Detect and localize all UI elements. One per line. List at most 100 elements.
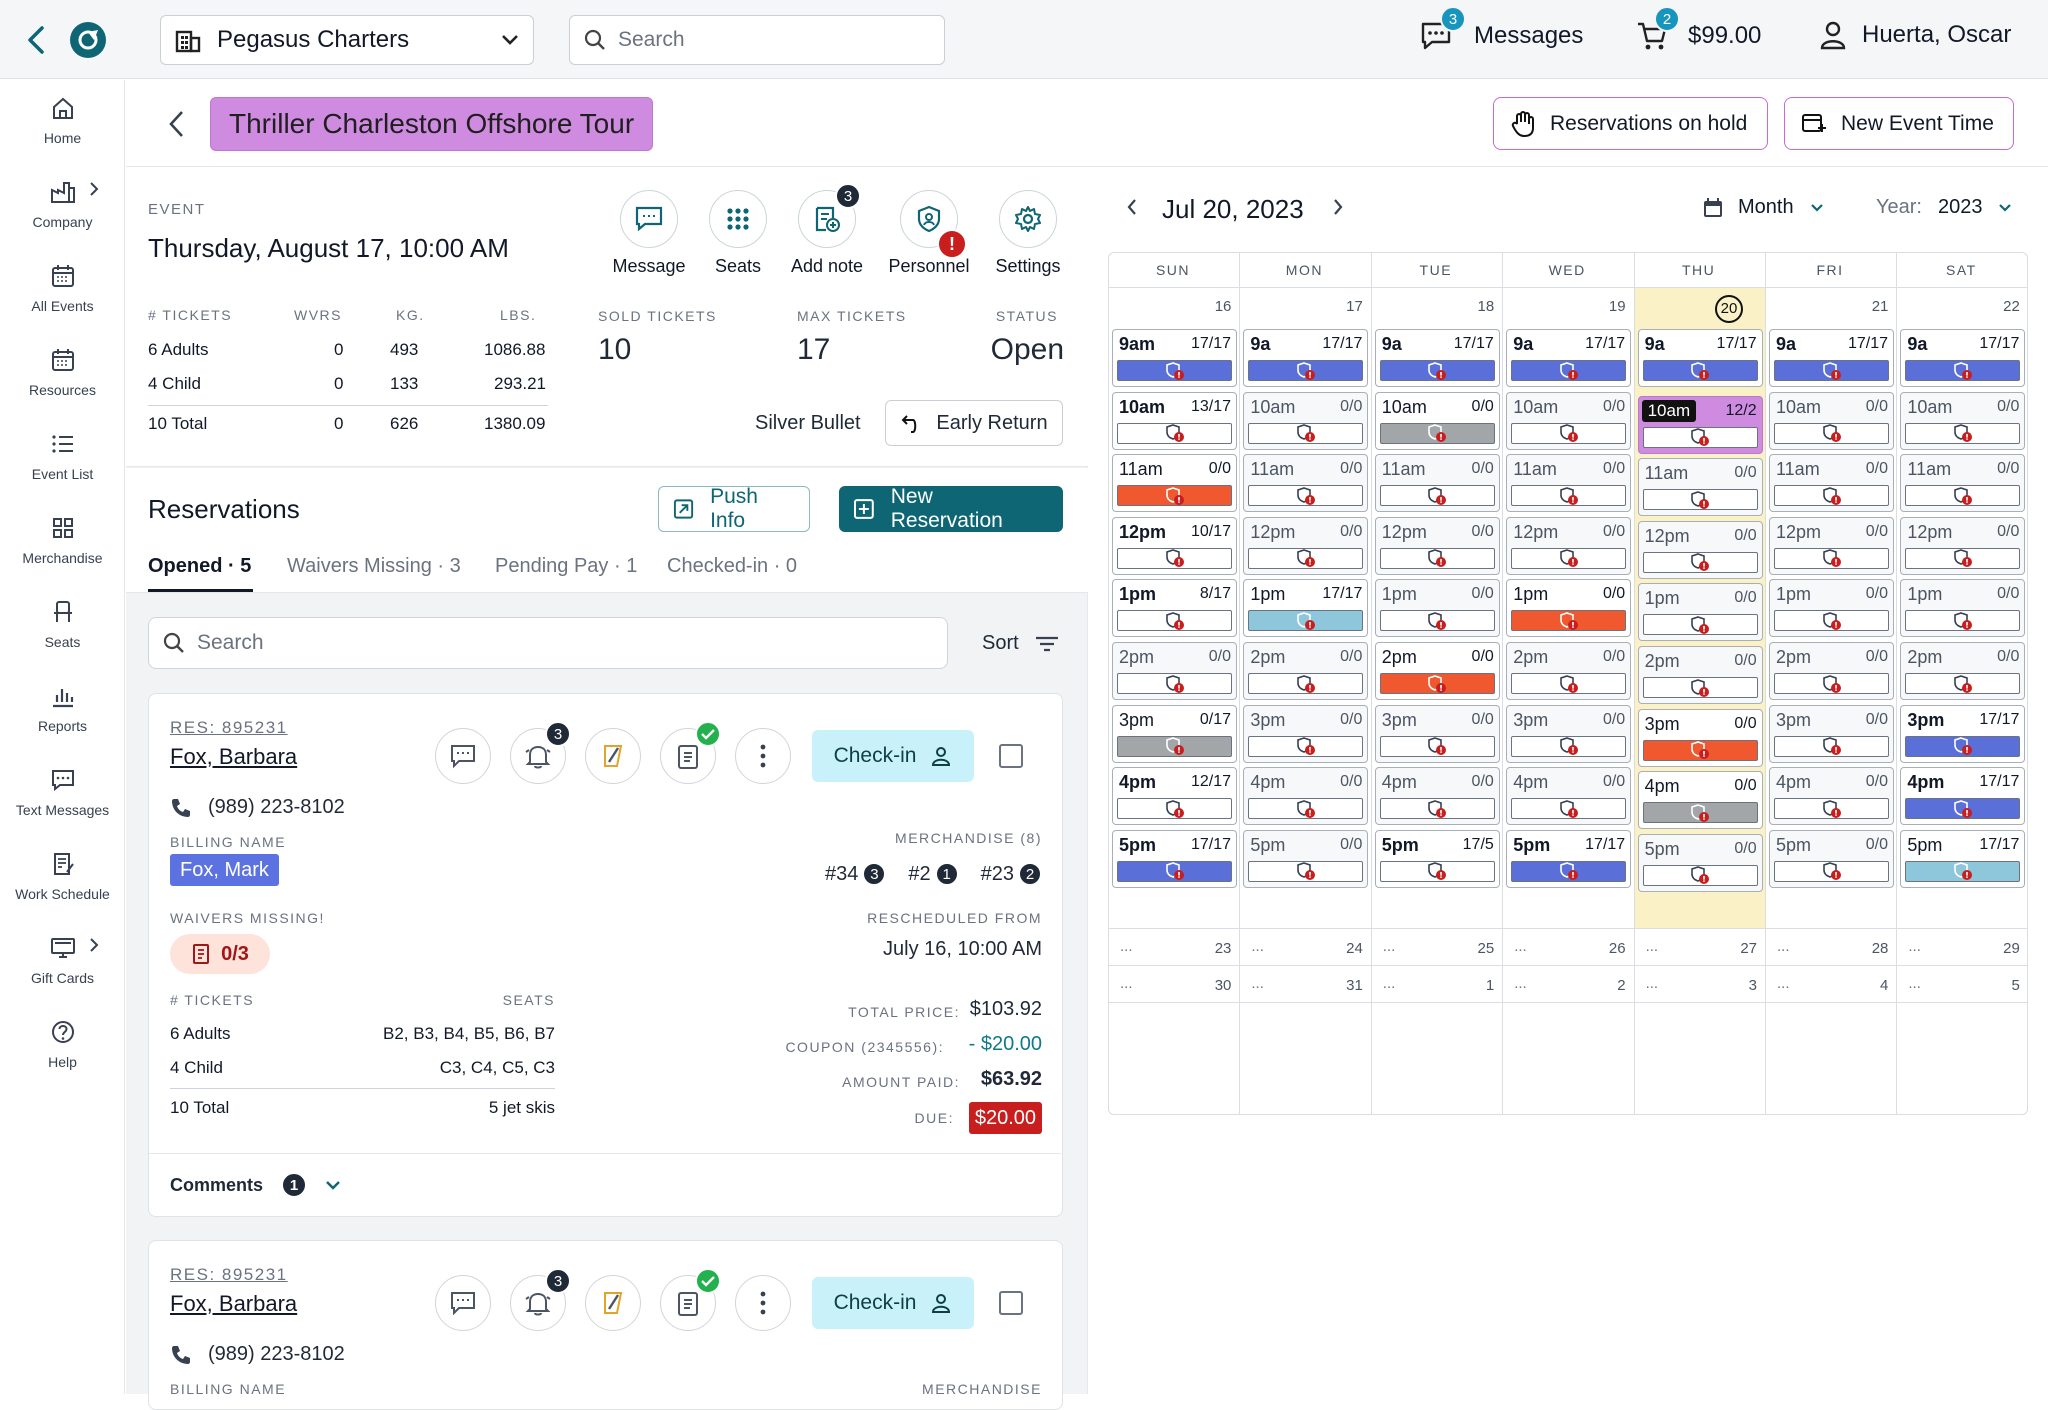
day-number[interactable]: 29	[2003, 940, 2020, 957]
more-events[interactable]: ...	[1251, 938, 1264, 955]
event-slot[interactable]: 1pm 0/0	[1769, 579, 1894, 638]
event-settings-action[interactable]: Settings	[973, 190, 1083, 277]
event-slot[interactable]: 11am 0/0	[1112, 454, 1237, 513]
check-in-button[interactable]: Check-in	[812, 730, 974, 782]
day-number[interactable]: 3	[1748, 977, 1757, 994]
event-slot[interactable]: 5pm 17/5	[1374, 829, 1500, 888]
event-slot[interactable]: 4pm 0/0	[1637, 771, 1763, 830]
event-slot[interactable]: 12pm 10/17	[1112, 516, 1237, 575]
notify-button[interactable]: 3	[510, 721, 571, 784]
new-reservation-button[interactable]: New Reservation	[839, 485, 1063, 532]
event-message-action[interactable]: Message	[594, 190, 704, 277]
nav-home[interactable]: Home	[0, 80, 125, 160]
more-events[interactable]: ...	[1777, 975, 1790, 992]
event-slot[interactable]: 11am 0/0	[1506, 454, 1632, 513]
event-slot[interactable]: 2pm 0/0	[1374, 642, 1500, 700]
res-number[interactable]: RES: 895231	[170, 718, 288, 737]
reservation-search[interactable]	[148, 617, 948, 669]
message-customer-button[interactable]	[435, 1275, 491, 1331]
event-slot[interactable]: 9a 17/17	[1243, 329, 1369, 387]
event-slot[interactable]: 1pm 8/17	[1112, 579, 1237, 638]
comments-toggle[interactable]: Comments 1	[170, 1172, 341, 1198]
event-slot[interactable]: 9a 17/17	[1900, 329, 2026, 387]
customer-phone[interactable]: (989) 223-8102	[170, 796, 345, 819]
day-number[interactable]: 2	[1617, 977, 1626, 994]
more-events[interactable]: ...	[1382, 975, 1396, 992]
event-slot[interactable]: 10am 12/2	[1637, 395, 1763, 454]
prev-date-icon[interactable]	[1124, 196, 1140, 218]
customer-name[interactable]: Fox, Barbara	[170, 744, 298, 769]
event-slot[interactable]: 11am 0/0	[1374, 454, 1500, 513]
nav-all-events[interactable]: All Events	[0, 248, 125, 328]
event-slot[interactable]: 5pm 17/17	[1900, 829, 2026, 888]
nav-gift-cards[interactable]: Gift Cards	[0, 920, 125, 1000]
customer-phone[interactable]: (989) 223-8102	[170, 1343, 345, 1366]
more-options-button[interactable]	[735, 1275, 791, 1331]
day-number[interactable]: 26	[1608, 940, 1626, 957]
day-number[interactable]: 22	[2003, 298, 2020, 315]
documents-button[interactable]	[660, 1268, 721, 1331]
event-slot[interactable]: 4pm 0/0	[1243, 767, 1369, 826]
event-slot[interactable]: 2pm 0/0	[1769, 642, 1894, 700]
event-slot[interactable]: 5pm 0/0	[1243, 829, 1369, 888]
nav-event-list[interactable]: Event List	[0, 416, 125, 496]
event-slot[interactable]: 2pm 0/0	[1900, 642, 2026, 700]
nav-merchandise[interactable]: Merchandise	[0, 500, 125, 580]
event-personnel-action[interactable]: ! Personnel	[874, 190, 984, 277]
check-in-button[interactable]: Check-in	[812, 1277, 974, 1329]
event-slot[interactable]: 2pm 0/0	[1506, 642, 1632, 700]
day-number[interactable]: 17	[1346, 298, 1363, 315]
view-select[interactable]: Month	[1702, 196, 1824, 219]
more-events[interactable]: ...	[1908, 938, 1921, 955]
event-slot[interactable]: 9a 17/17	[1374, 329, 1500, 387]
more-events[interactable]: ...	[1514, 975, 1527, 992]
more-events[interactable]: ...	[1120, 975, 1133, 992]
event-slot[interactable]: 3pm 17/17	[1900, 704, 2026, 763]
day-number[interactable]: 31	[1346, 977, 1363, 994]
cart-button[interactable]: 2 $99.00	[1636, 6, 1761, 52]
event-slot[interactable]: 5pm 0/0	[1769, 829, 1894, 888]
more-options-button[interactable]	[735, 728, 791, 784]
reservation-search-input[interactable]	[197, 631, 477, 655]
event-slot[interactable]: 10am 13/17	[1112, 391, 1237, 450]
event-slot[interactable]: 10am 0/0	[1506, 391, 1632, 450]
day-number[interactable]: 18	[1477, 298, 1495, 315]
more-events[interactable]: ...	[1514, 938, 1527, 955]
documents-button[interactable]	[660, 721, 721, 784]
select-checkbox[interactable]	[999, 1291, 1023, 1315]
event-slot[interactable]: 3pm 0/0	[1374, 704, 1500, 763]
more-events[interactable]: ...	[1120, 938, 1133, 955]
messages-button[interactable]: 3 Messages	[1420, 6, 1583, 52]
event-slot[interactable]: 1pm 0/0	[1900, 579, 2026, 638]
more-events[interactable]: ...	[1645, 975, 1659, 992]
more-events[interactable]: ...	[1382, 938, 1396, 955]
day-number[interactable]: 16	[1214, 298, 1232, 315]
back-arrow-icon[interactable]	[22, 22, 52, 58]
event-slot[interactable]: 2pm 0/0	[1243, 642, 1369, 700]
event-slot[interactable]: 3pm 0/0	[1506, 704, 1632, 763]
customer-name[interactable]: Fox, Barbara	[170, 1291, 298, 1316]
nav-reports[interactable]: Reports	[0, 668, 125, 748]
event-slot[interactable]: 10am 0/0	[1374, 391, 1500, 450]
user-menu[interactable]: Huerta, Oscar	[1818, 20, 2011, 50]
event-slot[interactable]: 11am 0/0	[1769, 454, 1894, 513]
event-slot[interactable]: 5pm 17/17	[1506, 829, 1632, 888]
event-slot[interactable]: 3pm 0/0	[1769, 704, 1894, 763]
event-seats-action[interactable]: Seats	[683, 190, 793, 277]
event-slot[interactable]: 12pm 0/0	[1506, 516, 1632, 575]
event-slot[interactable]: 1pm 0/0	[1637, 583, 1763, 642]
nav-text-messages[interactable]: Text Messages	[0, 752, 125, 832]
event-slot[interactable]: 11am 0/0	[1637, 458, 1763, 517]
event-slot[interactable]: 9a 17/17	[1637, 329, 1763, 387]
event-slot[interactable]: 4pm 0/0	[1769, 767, 1894, 826]
event-slot[interactable]: 4pm 17/17	[1900, 767, 2026, 826]
app-logo[interactable]	[70, 22, 106, 58]
global-search[interactable]	[569, 15, 945, 65]
nav-seats[interactable]: Seats	[0, 584, 125, 664]
res-number[interactable]: RES: 895231	[170, 1265, 288, 1284]
event-slot[interactable]: 9am 17/17	[1112, 329, 1237, 387]
event-slot[interactable]: 10am 0/0	[1243, 391, 1369, 450]
day-number[interactable]: 30	[1214, 977, 1232, 994]
event-slot[interactable]: 2pm 0/0	[1112, 642, 1237, 700]
nav-work-schedule[interactable]: Work Schedule	[0, 836, 125, 916]
